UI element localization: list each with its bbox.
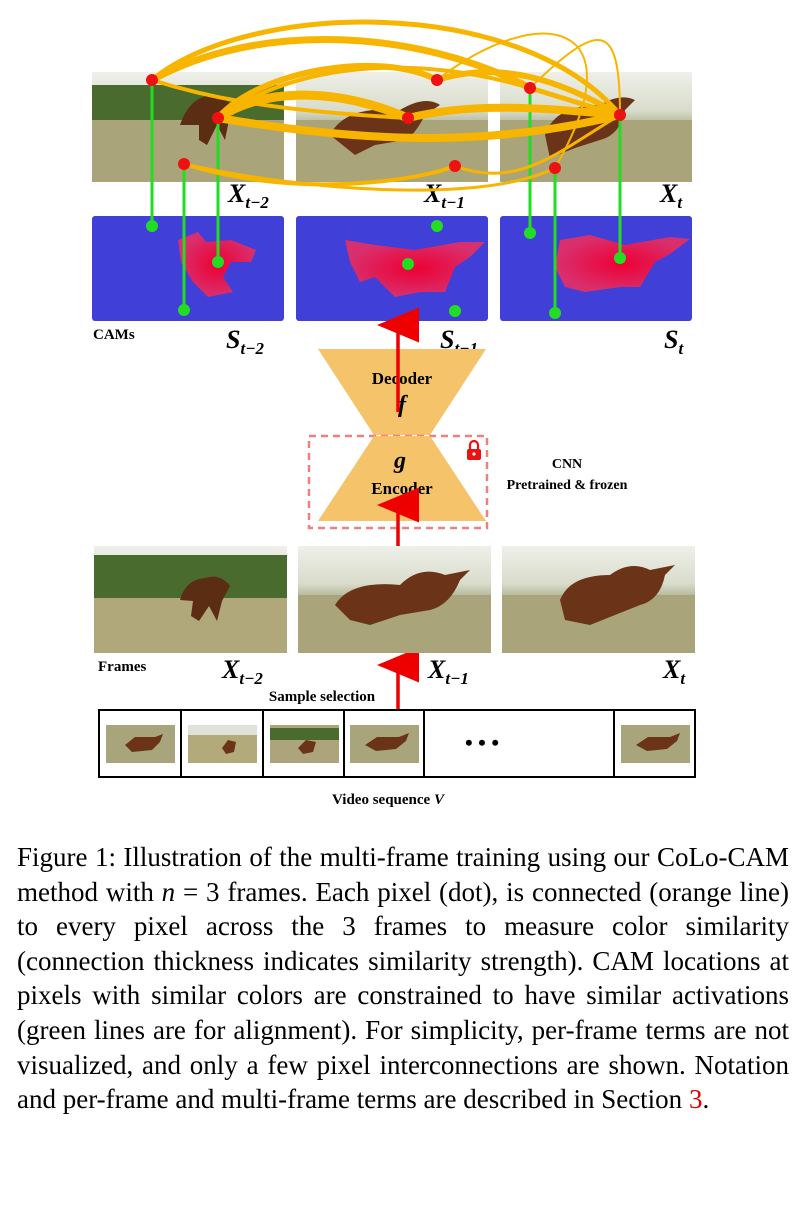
frame-label-xt: Xt <box>659 179 683 212</box>
sample-selection-label: Sample selection <box>269 689 376 705</box>
figure-diagram: Xt−2 Xt−1 Xt CAMs St−2 St−1 St <box>92 19 696 808</box>
video-thumb-2 <box>188 725 257 763</box>
frame-label-xt-2: Xt−2 <box>227 179 269 212</box>
video-thumb-last <box>621 725 690 763</box>
bottom-label-xt: Xt <box>662 655 686 688</box>
svg-text:Encoder: Encoder <box>371 479 433 498</box>
encoder-block: g Encoder <box>318 436 486 521</box>
cams-label: CAMs <box>93 327 135 343</box>
bottom-photo-t-2 <box>94 546 287 653</box>
figure-caption: Figure 1: Illustration of the multi-fram… <box>17 842 789 1115</box>
cam-map-t-1 <box>296 216 488 321</box>
pixel-dots-cams <box>146 220 626 319</box>
pixel-dots-frames <box>146 74 626 174</box>
bottom-label-xt-1: Xt−1 <box>427 655 469 688</box>
video-ellipsis: • • • <box>465 730 499 755</box>
bottom-photo-t <box>502 546 695 653</box>
decoder-block: Decoder f <box>318 349 486 435</box>
lock-icon <box>467 439 481 460</box>
video-sequence-label: Video sequence V <box>332 792 446 808</box>
bottom-photo-t-1 <box>298 546 491 653</box>
cnn-label: CNN <box>552 457 582 472</box>
video-thumb-3 <box>270 725 339 763</box>
video-sequence-strip: • • • <box>98 709 696 778</box>
video-thumb-4 <box>350 725 419 763</box>
frame-label-xt-1: Xt−1 <box>423 179 465 212</box>
section-reference-link[interactable]: 3 <box>688 1084 703 1115</box>
svg-text:Decoder: Decoder <box>372 369 433 388</box>
cnn-sublabel: Pretrained & frozen <box>507 478 628 493</box>
cam-map-t-2 <box>92 216 284 321</box>
cam-label-st: St <box>664 325 684 358</box>
similarity-connections <box>148 19 624 192</box>
svg-text:g: g <box>393 448 406 474</box>
cam-label-st-2: St−2 <box>226 325 264 358</box>
frames-label: Frames <box>98 659 146 675</box>
bottom-label-xt-2: Xt−2 <box>221 655 263 688</box>
svg-text:f: f <box>398 392 408 418</box>
video-thumb-1 <box>106 725 175 763</box>
cam-map-t <box>500 216 692 321</box>
